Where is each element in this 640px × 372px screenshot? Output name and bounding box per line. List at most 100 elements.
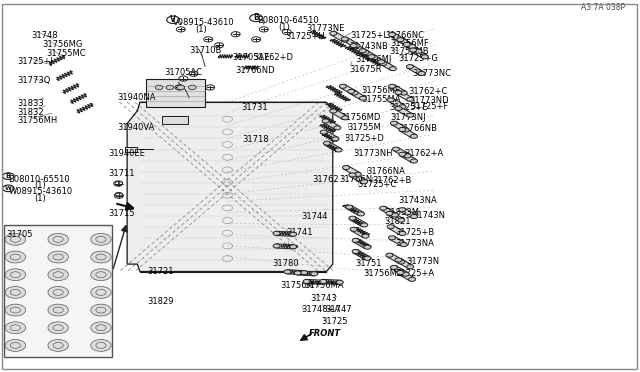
Text: 31756MH: 31756MH — [17, 116, 58, 125]
Polygon shape — [298, 271, 314, 276]
Text: 31773NH: 31773NH — [353, 149, 393, 158]
Text: 31762+A: 31762+A — [404, 149, 444, 158]
Text: B08010-65510: B08010-65510 — [8, 175, 70, 184]
Text: 31940NA: 31940NA — [118, 93, 156, 102]
Circle shape — [48, 251, 68, 263]
Circle shape — [371, 55, 378, 60]
Circle shape — [418, 71, 425, 76]
Polygon shape — [390, 236, 406, 246]
Circle shape — [323, 141, 330, 145]
Circle shape — [349, 216, 356, 220]
Polygon shape — [350, 217, 367, 227]
Polygon shape — [398, 271, 415, 281]
Circle shape — [335, 148, 342, 152]
Circle shape — [352, 238, 359, 243]
Circle shape — [188, 85, 196, 90]
Circle shape — [91, 304, 111, 316]
Circle shape — [397, 218, 404, 222]
Circle shape — [406, 97, 413, 101]
Circle shape — [358, 212, 365, 216]
Text: 31718: 31718 — [242, 135, 269, 144]
Polygon shape — [342, 38, 359, 47]
Text: 31711: 31711 — [108, 169, 134, 178]
Circle shape — [5, 304, 26, 316]
Polygon shape — [351, 228, 368, 238]
Circle shape — [301, 271, 307, 275]
Circle shape — [320, 130, 327, 134]
Circle shape — [5, 234, 26, 245]
Text: 31780: 31780 — [272, 259, 299, 267]
Text: 31741: 31741 — [287, 228, 314, 237]
Polygon shape — [349, 90, 365, 100]
Circle shape — [361, 223, 368, 227]
Text: 31833: 31833 — [17, 99, 44, 108]
Circle shape — [48, 234, 68, 245]
Circle shape — [91, 340, 111, 351]
Circle shape — [330, 31, 337, 35]
Text: 31744: 31744 — [301, 212, 327, 221]
Circle shape — [355, 172, 362, 176]
Polygon shape — [396, 259, 413, 268]
Circle shape — [410, 134, 417, 138]
Circle shape — [330, 109, 337, 113]
Text: 31833M: 31833M — [385, 208, 419, 217]
Polygon shape — [353, 250, 370, 260]
Polygon shape — [353, 239, 370, 248]
Polygon shape — [400, 128, 417, 138]
Polygon shape — [307, 279, 323, 284]
Polygon shape — [411, 49, 428, 58]
Circle shape — [388, 32, 396, 36]
Bar — [125, 147, 137, 152]
Text: 31756ME: 31756ME — [362, 86, 401, 95]
Circle shape — [48, 340, 68, 351]
Text: V08915-43610: V08915-43610 — [173, 18, 235, 27]
Polygon shape — [350, 173, 367, 183]
Circle shape — [48, 269, 68, 280]
Circle shape — [403, 42, 410, 46]
Bar — [4, 225, 113, 356]
Circle shape — [319, 280, 326, 284]
Polygon shape — [396, 91, 413, 101]
Text: 31773NE: 31773NE — [306, 24, 344, 33]
Polygon shape — [400, 153, 417, 163]
Circle shape — [421, 55, 428, 59]
Text: 31773N: 31773N — [406, 257, 439, 266]
Polygon shape — [398, 38, 415, 48]
Text: 31710B: 31710B — [189, 46, 222, 55]
Circle shape — [402, 128, 409, 132]
Circle shape — [353, 44, 360, 48]
Text: 31705AC: 31705AC — [164, 68, 202, 77]
Circle shape — [5, 286, 26, 298]
Circle shape — [350, 44, 357, 48]
Bar — [147, 79, 205, 107]
Polygon shape — [408, 65, 424, 75]
Circle shape — [322, 119, 329, 123]
Circle shape — [273, 244, 280, 248]
Circle shape — [360, 96, 367, 100]
Circle shape — [406, 265, 413, 269]
Polygon shape — [360, 49, 377, 59]
Text: 31756MJ: 31756MJ — [355, 55, 392, 64]
Text: 31705AE: 31705AE — [232, 53, 269, 62]
Text: (1): (1) — [34, 194, 45, 203]
Circle shape — [359, 49, 366, 53]
Circle shape — [397, 260, 404, 264]
Circle shape — [390, 265, 397, 269]
Polygon shape — [344, 166, 360, 176]
Polygon shape — [323, 279, 340, 284]
Text: 31721: 31721 — [148, 267, 174, 276]
Polygon shape — [321, 131, 338, 140]
Circle shape — [48, 322, 68, 334]
Text: 31756M: 31756M — [280, 281, 314, 290]
Circle shape — [352, 250, 359, 253]
Polygon shape — [276, 244, 294, 249]
Text: 31766NC: 31766NC — [385, 31, 424, 40]
Text: W08915-43610: W08915-43610 — [8, 187, 72, 196]
Text: 31829: 31829 — [148, 297, 174, 307]
Polygon shape — [127, 102, 333, 272]
Text: 31762: 31762 — [312, 175, 339, 184]
Text: 31747: 31747 — [325, 305, 352, 314]
Text: (1): (1) — [278, 23, 291, 32]
Text: (1): (1) — [195, 25, 207, 33]
Circle shape — [410, 48, 417, 52]
